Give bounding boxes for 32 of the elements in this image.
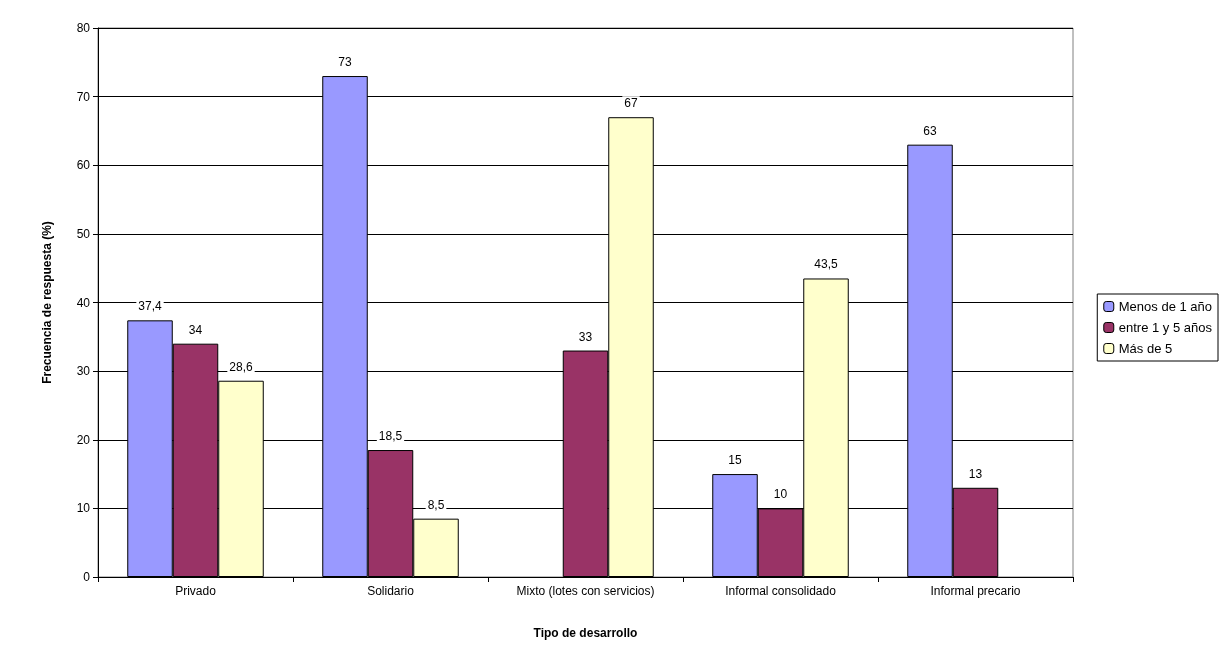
y-tick-label: 60 <box>76 158 91 173</box>
y-tick-label: 50 <box>76 226 91 241</box>
data-label: 33 <box>578 329 593 344</box>
data-label: 18,5 <box>378 429 403 444</box>
y-tick-label: 10 <box>76 501 91 516</box>
data-label: 28,6 <box>229 359 253 374</box>
legend-label: Más de 5 <box>1118 341 1173 356</box>
y-tick-label: 20 <box>76 432 91 447</box>
legend-label: Menos de 1 año <box>1118 299 1212 314</box>
y-tick-label: 70 <box>76 89 91 104</box>
data-label: 15 <box>728 453 742 468</box>
data-label: 63 <box>923 123 937 138</box>
x-tick-label: Privado <box>175 584 217 598</box>
y-tick-label: 40 <box>76 295 91 310</box>
data-label: 73 <box>338 55 352 70</box>
x-tick-label: Informal precario <box>930 584 1021 598</box>
y-tick-label: 0 <box>83 570 91 584</box>
x-tick-label: Solidario <box>367 584 415 598</box>
data-label: 8,5 <box>427 497 445 512</box>
x-axis-title: Tipo de desarrollo <box>533 626 638 640</box>
data-label: 43,5 <box>814 257 838 272</box>
x-tick-label: Mixto (lotes con servicios) <box>516 584 655 598</box>
y-tick-label: 30 <box>76 364 91 379</box>
x-tick-label: Informal consolidado <box>725 584 837 598</box>
data-label: 67 <box>624 96 638 111</box>
legend-label: entre 1 y 5 años <box>1118 320 1213 335</box>
data-label: 13 <box>968 466 983 481</box>
data-label: 37,4 <box>138 299 162 314</box>
data-label: 10 <box>773 487 788 502</box>
y-axis-title: Frecuencia de respuesta (%) <box>40 221 54 384</box>
y-tick-label: 80 <box>76 21 91 35</box>
data-label: 34 <box>188 322 203 337</box>
